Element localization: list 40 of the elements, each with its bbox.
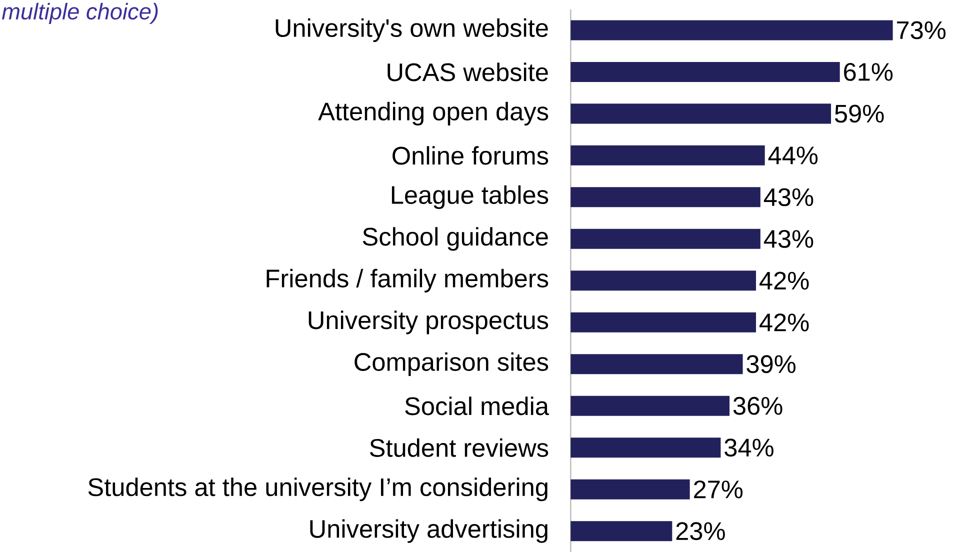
y-tick-label: Students at the university I’m considering xyxy=(88,478,548,502)
data-label: 42% xyxy=(760,313,809,332)
y-tick-label: UCAS website xyxy=(388,62,548,82)
y-tick-label: Online forums xyxy=(392,146,548,165)
y-tick-label: University advertising xyxy=(310,519,548,543)
y-tick-label: Student reviews xyxy=(370,438,548,457)
y-tick-label: University's own website xyxy=(276,18,548,42)
bar xyxy=(570,187,760,208)
y-tick-label: University prospectus xyxy=(308,310,548,334)
bar xyxy=(570,396,730,416)
y-tick-label: Social media xyxy=(405,396,550,416)
bar xyxy=(570,270,756,291)
y-tick-label: Attending open days xyxy=(318,102,548,126)
data-label: 42% xyxy=(760,272,809,290)
y-tick-label: League tables xyxy=(392,185,548,209)
bar xyxy=(570,145,765,166)
bar xyxy=(570,228,760,249)
data-label: 43% xyxy=(764,230,814,248)
bar xyxy=(570,479,690,500)
data-label: 73% xyxy=(897,21,946,40)
bar xyxy=(570,354,743,374)
data-label: 27% xyxy=(694,480,743,498)
text: multiple choice) xyxy=(2,2,158,24)
y-tick-label: Comparison sites xyxy=(354,352,548,376)
y-tick-label: School guidance xyxy=(362,227,548,251)
data-label: 61% xyxy=(844,62,893,81)
bar xyxy=(570,62,840,82)
data-label: 44% xyxy=(768,146,818,164)
bar xyxy=(570,521,672,542)
y-tick-label: Friends / family members xyxy=(266,268,548,292)
bar xyxy=(570,438,721,458)
bar xyxy=(570,312,756,332)
data-label: 36% xyxy=(733,396,782,415)
bar xyxy=(570,20,893,40)
data-label: 59% xyxy=(834,104,884,123)
data-label: 39% xyxy=(746,355,796,374)
data-label: 43% xyxy=(764,188,814,206)
data-label: 23% xyxy=(676,522,725,540)
data-label: 34% xyxy=(724,438,774,457)
bar xyxy=(570,104,832,124)
